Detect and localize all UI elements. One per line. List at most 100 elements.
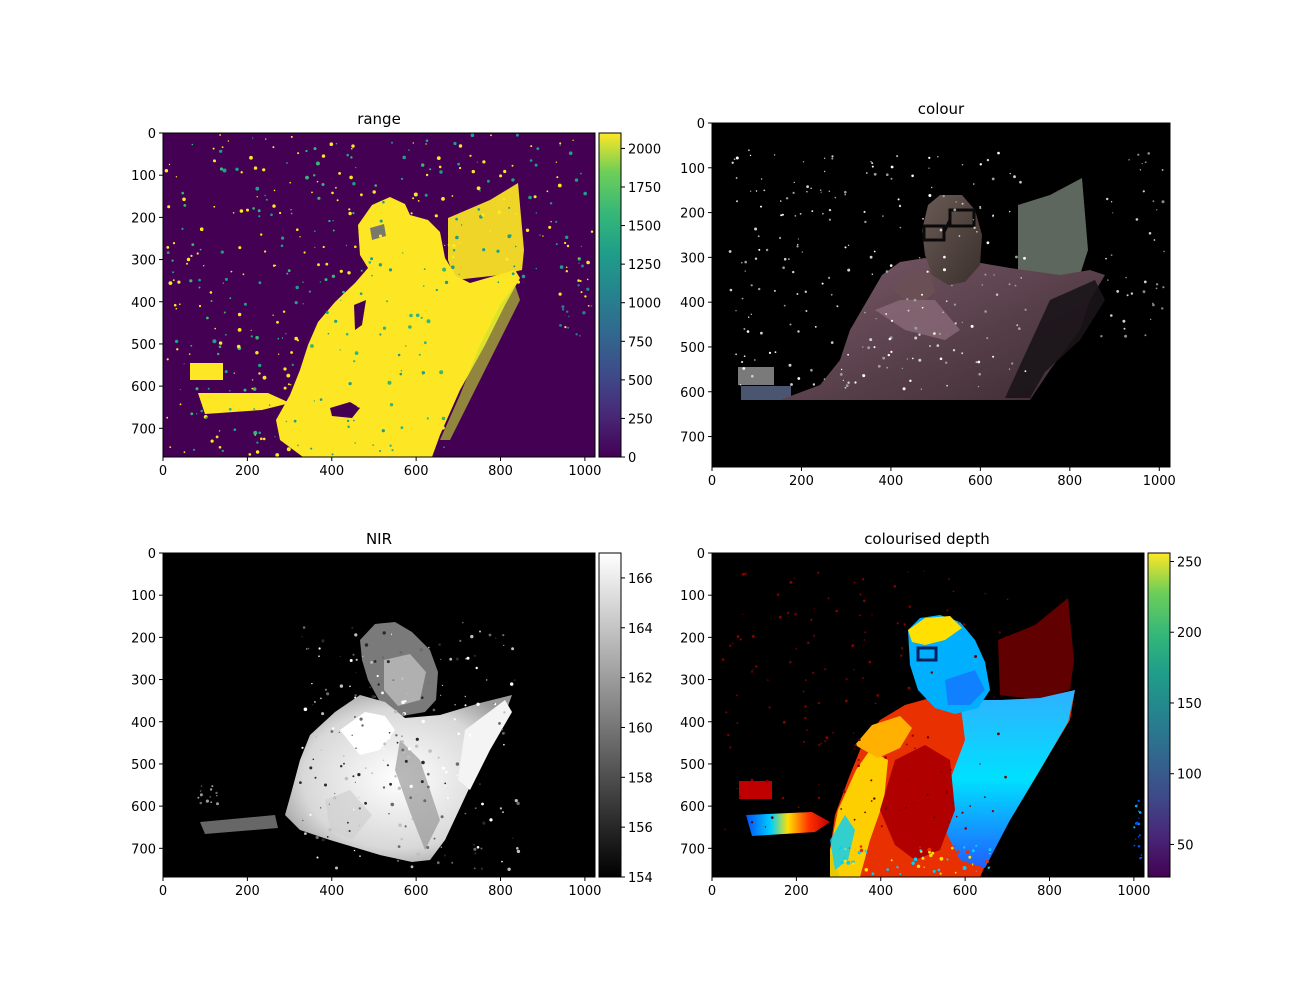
- panel-nir-title: NIR: [366, 530, 392, 548]
- y-tick-label: 700: [680, 431, 705, 446]
- colorbar-tick-label: 0: [628, 451, 636, 466]
- y-tick-label: 600: [680, 800, 705, 815]
- nir-axes-frame: [162, 552, 596, 878]
- y-tick-label: 400: [131, 296, 156, 311]
- y-tick-label: 200: [131, 631, 156, 646]
- x-tick-label: 400: [878, 474, 903, 489]
- panel-range: range 0 200 400 600 800 1000 0 100 200 300 400 500 6…: [131, 110, 661, 479]
- colorbar-tick-label: 1750: [628, 181, 661, 196]
- x-tick-label: 400: [319, 464, 344, 479]
- y-tick-label: 300: [680, 251, 705, 266]
- x-tick-label: 600: [404, 884, 429, 899]
- range-colorbar-ticks: 0 250 500 750 1000 1250 1500 1750 2000: [621, 142, 661, 466]
- colorbar-tick-label: 500: [628, 374, 653, 389]
- y-tick-label: 600: [680, 386, 705, 401]
- x-tick-label: 1000: [1117, 884, 1150, 899]
- colorbar-tick-label: 750: [628, 335, 653, 350]
- x-tick-label: 0: [159, 464, 167, 479]
- y-tick-label: 500: [680, 758, 705, 773]
- range-colorbar: [598, 132, 622, 458]
- nir-colorbar-ticks: 154 156 158 160 162 164 166: [621, 572, 653, 886]
- x-tick-label: 400: [868, 884, 893, 899]
- x-tick-label: 400: [319, 884, 344, 899]
- colorbar-tick-label: 156: [628, 821, 653, 836]
- colorbar-tick-label: 250: [628, 412, 653, 427]
- y-tick-label: 300: [131, 254, 156, 269]
- x-tick-label: 600: [968, 474, 993, 489]
- x-tick-label: 1000: [568, 464, 601, 479]
- y-tick-label: 500: [131, 338, 156, 353]
- y-tick-label: 400: [680, 716, 705, 731]
- x-tick-label: 1000: [568, 884, 601, 899]
- y-tick-label: 600: [131, 380, 156, 395]
- y-tick-label: 200: [680, 631, 705, 646]
- nir-colorbar: [598, 552, 622, 878]
- nir-axes: 0 200 400 600 800 1000 0 100 200 300 400 500 600 700: [131, 547, 601, 899]
- depth-colorbar: [1147, 552, 1171, 878]
- x-tick-label: 800: [488, 464, 513, 479]
- y-tick-label: 100: [680, 589, 705, 604]
- nir-image: [163, 553, 595, 877]
- colorbar-tick-label: 2000: [628, 142, 661, 157]
- colorbar-tick-label: 158: [628, 771, 653, 786]
- depth-axes: 0 200 400 600 800 1000 0 100 200 300 400 500 600 700: [680, 547, 1150, 899]
- y-tick-label: 100: [131, 169, 156, 184]
- colorbar-tick-label: 200: [1177, 626, 1202, 641]
- y-tick-label: 0: [697, 547, 705, 562]
- colorbar-tick-label: 166: [628, 572, 653, 587]
- depth-axes-frame: [711, 552, 1145, 878]
- y-tick-label: 0: [148, 547, 156, 562]
- x-tick-label: 200: [784, 884, 809, 899]
- y-tick-label: 200: [131, 211, 156, 226]
- y-tick-label: 400: [680, 296, 705, 311]
- colorbar-tick-label: 150: [1177, 697, 1202, 712]
- panel-colour-title: colour: [918, 100, 965, 118]
- depth-speckles: [721, 570, 1143, 876]
- x-tick-label: 200: [789, 474, 814, 489]
- y-tick-label: 500: [131, 758, 156, 773]
- x-tick-label: 800: [488, 884, 513, 899]
- y-tick-label: 400: [131, 716, 156, 731]
- panel-depth-title: colourised depth: [864, 530, 990, 548]
- colorbar-tick-label: 1500: [628, 220, 661, 235]
- x-tick-label: 200: [235, 884, 260, 899]
- colour-image: [712, 123, 1170, 467]
- depth-colorbar-ticks: 50 100 150 200 250: [1170, 555, 1202, 853]
- panel-nir: NIR 0 200 400 600 800 1000 0 100 200 300 400 500 600…: [131, 530, 653, 899]
- colorbar-tick-label: 162: [628, 672, 653, 687]
- colorbar-tick-label: 164: [628, 622, 653, 637]
- range-axes-frame: [162, 132, 596, 458]
- colorbar-tick-label: 1000: [628, 297, 661, 312]
- range-axes: 0 200 400 600 800 1000 0 100 200 300 400 500 600 700: [131, 127, 601, 479]
- x-tick-label: 1000: [1143, 474, 1176, 489]
- range-speckles: [164, 133, 594, 457]
- x-tick-label: 0: [159, 884, 167, 899]
- y-tick-label: 700: [131, 422, 156, 437]
- y-tick-label: 0: [697, 117, 705, 132]
- y-tick-label: 0: [148, 127, 156, 142]
- colour-axes: 0 200 400 600 800 1000 0 100 200 300 400 500 600 700: [680, 117, 1176, 489]
- y-tick-label: 700: [680, 842, 705, 857]
- x-tick-label: 200: [235, 464, 260, 479]
- colorbar-tick-label: 154: [628, 871, 653, 886]
- panel-range-title: range: [357, 110, 401, 128]
- y-tick-label: 500: [680, 341, 705, 356]
- x-tick-label: 600: [953, 884, 978, 899]
- y-tick-label: 700: [131, 842, 156, 857]
- colour-axes-frame: [711, 122, 1171, 468]
- y-tick-label: 100: [131, 589, 156, 604]
- x-tick-label: 0: [708, 474, 716, 489]
- range-image: [163, 133, 595, 457]
- colorbar-tick-label: 250: [1177, 555, 1202, 570]
- x-tick-label: 0: [708, 884, 716, 899]
- colorbar-tick-label: 50: [1177, 838, 1194, 853]
- colorbar-tick-label: 1250: [628, 258, 661, 273]
- y-tick-label: 600: [131, 800, 156, 815]
- y-tick-label: 300: [680, 674, 705, 689]
- panel-colour: colour 0 200 400 600 800 1000 0 100 200 300 400 500…: [680, 100, 1176, 489]
- y-tick-label: 300: [131, 674, 156, 689]
- nir-speckles: [197, 621, 521, 871]
- colorbar-tick-label: 100: [1177, 768, 1202, 783]
- x-tick-label: 800: [1037, 884, 1062, 899]
